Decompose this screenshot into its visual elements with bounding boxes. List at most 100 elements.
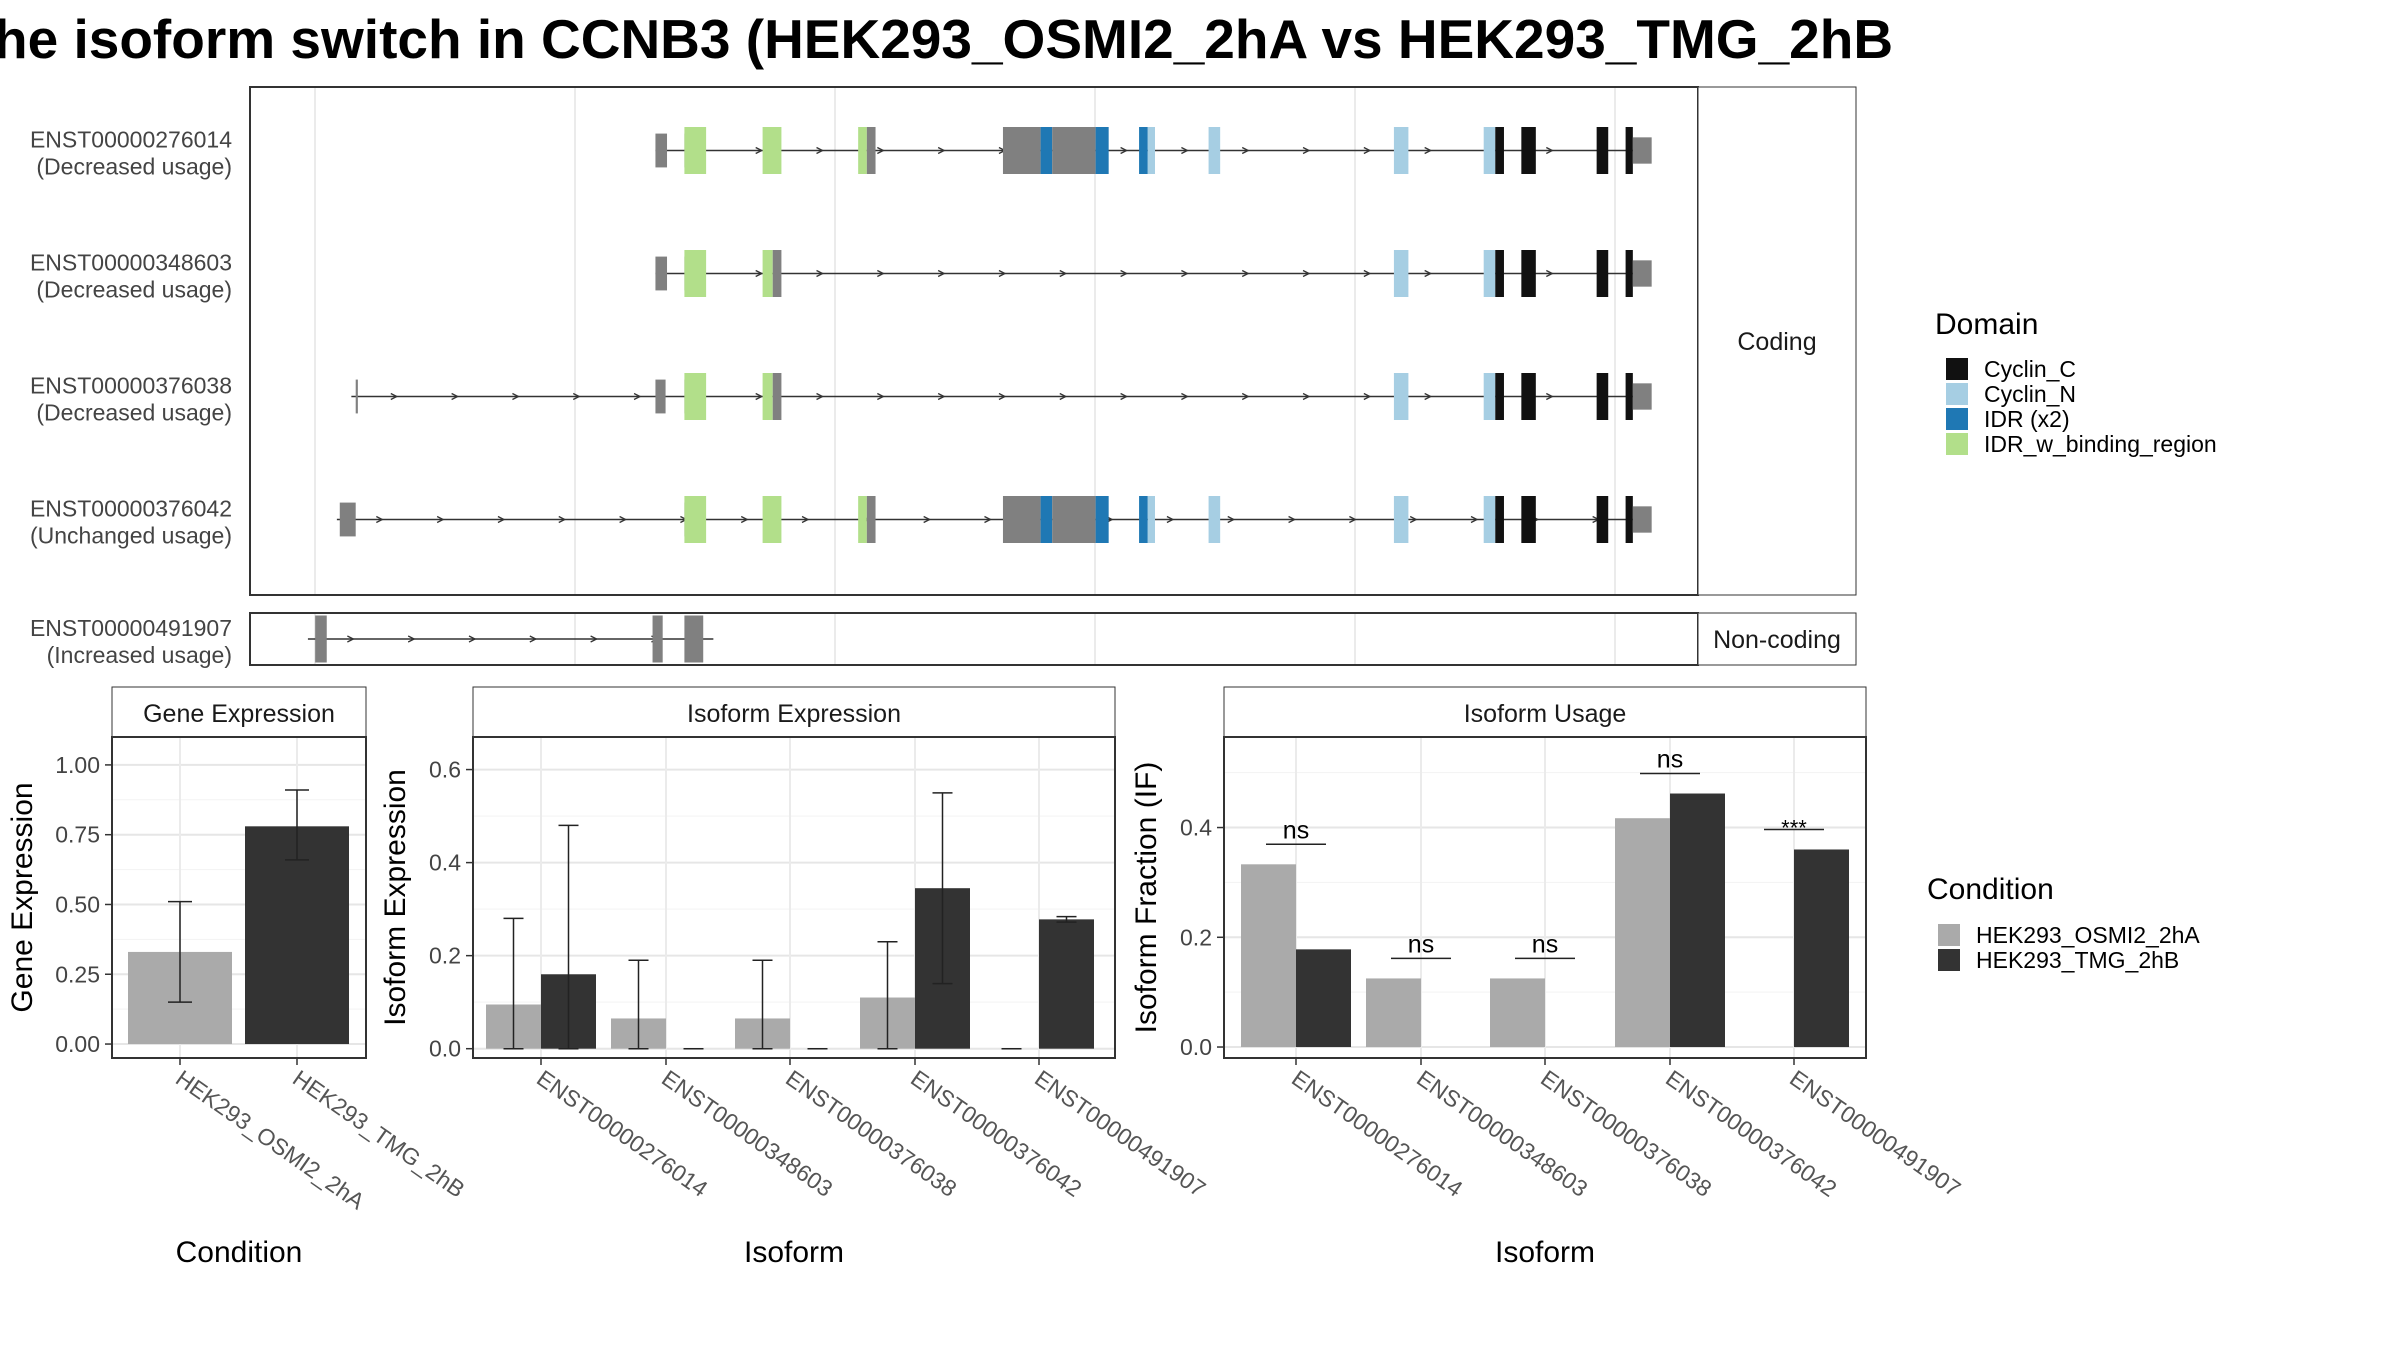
strand-arrow-icon bbox=[998, 269, 1007, 278]
transcript-row: ENST00000376038(Decreased usage) bbox=[30, 373, 1652, 426]
significance-label: ns bbox=[1283, 816, 1309, 844]
domain-block bbox=[762, 373, 773, 420]
panel-title: Gene Expression bbox=[143, 700, 335, 728]
exon-block bbox=[1002, 127, 1041, 174]
domain-block bbox=[1495, 250, 1504, 297]
domain-block bbox=[1495, 373, 1504, 420]
strand-arrow-icon bbox=[1470, 515, 1479, 524]
domain-block bbox=[1483, 250, 1496, 297]
y-tick-label: 0.00 bbox=[55, 1031, 100, 1057]
strand-arrow-icon bbox=[816, 269, 824, 278]
strand-arrow-icon bbox=[1349, 515, 1357, 524]
bar bbox=[1039, 919, 1094, 1049]
domain-block bbox=[1596, 496, 1609, 543]
exon-block bbox=[355, 379, 358, 414]
transcript-id-label: ENST00000276014 bbox=[30, 127, 232, 153]
transcript-usage-label: (Decreased usage) bbox=[36, 154, 232, 180]
exon-block bbox=[339, 502, 356, 537]
y-tick-label: 0.0 bbox=[429, 1036, 461, 1062]
exon-block bbox=[1632, 137, 1652, 164]
transcript-id-label: ENST00000376042 bbox=[30, 496, 232, 522]
domain-block bbox=[684, 496, 707, 543]
strand-arrow-icon bbox=[572, 392, 581, 401]
transcript-id-label: ENST00000376038 bbox=[30, 373, 232, 399]
strand-arrow-icon bbox=[1059, 392, 1068, 401]
exon-block bbox=[866, 496, 876, 543]
panel-header bbox=[472, 686, 1116, 738]
significance-label: *** bbox=[1781, 815, 1807, 840]
exon-block bbox=[655, 133, 668, 168]
strand-arrow-icon bbox=[451, 392, 460, 401]
domain-block bbox=[1521, 250, 1536, 297]
legend-domain-label: Cyclin_C bbox=[1984, 356, 2076, 382]
domain-block bbox=[1596, 250, 1609, 297]
legend-domain-title: Domain bbox=[1935, 308, 2038, 341]
noncoding-strip bbox=[1697, 612, 1857, 666]
y-tick-label: 0.2 bbox=[429, 943, 461, 969]
noncoding-strip-label: Non-coding bbox=[1713, 626, 1841, 654]
bar bbox=[1490, 978, 1545, 1048]
strand-arrow-icon bbox=[1424, 146, 1433, 155]
transcript-usage-label: (Decreased usage) bbox=[36, 400, 232, 426]
exon-block bbox=[1002, 496, 1041, 543]
strand-arrow-icon bbox=[937, 146, 946, 155]
y-axis-title: Gene Expression bbox=[6, 782, 39, 1012]
strand-arrow-icon bbox=[801, 515, 810, 524]
legend-domain-label: IDR_w_binding_region bbox=[1984, 431, 2217, 457]
legend-domain-swatch bbox=[1946, 358, 1968, 380]
strand-arrow-icon bbox=[1241, 392, 1250, 401]
strand-arrow-icon bbox=[1546, 269, 1554, 278]
legend-condition-title: Condition bbox=[1927, 873, 2054, 906]
bar bbox=[1296, 949, 1351, 1048]
domain-block bbox=[1208, 496, 1221, 543]
exon-block bbox=[655, 256, 668, 291]
coding-strip bbox=[1697, 86, 1857, 596]
domain-block bbox=[1208, 127, 1221, 174]
bar bbox=[1670, 793, 1725, 1048]
strand-arrow-icon bbox=[1363, 392, 1372, 401]
transcript-usage-label: (Decreased usage) bbox=[36, 277, 232, 303]
domain-block bbox=[762, 250, 773, 297]
domain-block bbox=[1625, 250, 1633, 297]
transcript-row: ENST00000276014(Decreased usage) bbox=[30, 127, 1652, 180]
strand-arrow-icon bbox=[1424, 392, 1433, 401]
strand-arrow-icon bbox=[497, 515, 506, 524]
bar-chart-panels: Gene Expression 0.00 0.25 0.50 0.75 1.00 HEK29… bbox=[6, 686, 1966, 1269]
transcript-row: ENST00000376042(Unchanged usage) bbox=[30, 496, 1652, 549]
exon-block bbox=[1632, 383, 1652, 410]
strand-arrow-icon bbox=[1546, 392, 1554, 401]
domain-block bbox=[1040, 496, 1053, 543]
domain-block bbox=[1483, 496, 1496, 543]
domain-block bbox=[858, 496, 867, 543]
exon-block bbox=[866, 127, 876, 174]
x-tick-label: HEK293_OSMI2_2hA bbox=[171, 1065, 370, 1215]
strand-arrow-icon bbox=[1302, 392, 1311, 401]
domain-block bbox=[1521, 373, 1536, 420]
domain-block bbox=[1625, 373, 1633, 420]
domain-block bbox=[1393, 373, 1409, 420]
domain-block bbox=[1495, 496, 1504, 543]
domain-block bbox=[1095, 127, 1109, 174]
domain-block bbox=[762, 496, 782, 543]
y-tick-label: 0.25 bbox=[55, 961, 100, 987]
strand-arrow-icon bbox=[1059, 269, 1068, 278]
strand-arrow-icon bbox=[347, 635, 355, 643]
strand-arrow-icon bbox=[1166, 515, 1175, 524]
strand-arrow-icon bbox=[436, 515, 445, 524]
exon-block bbox=[772, 250, 782, 297]
significance-label: ns bbox=[1532, 930, 1558, 958]
x-axis-title: Isoform bbox=[744, 1236, 844, 1269]
strand-arrow-icon bbox=[923, 515, 932, 524]
strand-arrow-icon bbox=[1302, 269, 1311, 278]
strand-arrow-icon bbox=[376, 515, 384, 524]
strand-arrow-icon bbox=[1363, 269, 1372, 278]
strand-arrow-icon bbox=[877, 146, 885, 155]
transcript-structure-panel: CodingNon-codingENST00000276014(Decrease… bbox=[30, 86, 1857, 668]
strand-arrow-icon bbox=[1409, 515, 1418, 524]
strand-arrow-icon bbox=[1363, 146, 1372, 155]
domain-block bbox=[684, 373, 707, 420]
domain-block bbox=[1147, 127, 1155, 174]
